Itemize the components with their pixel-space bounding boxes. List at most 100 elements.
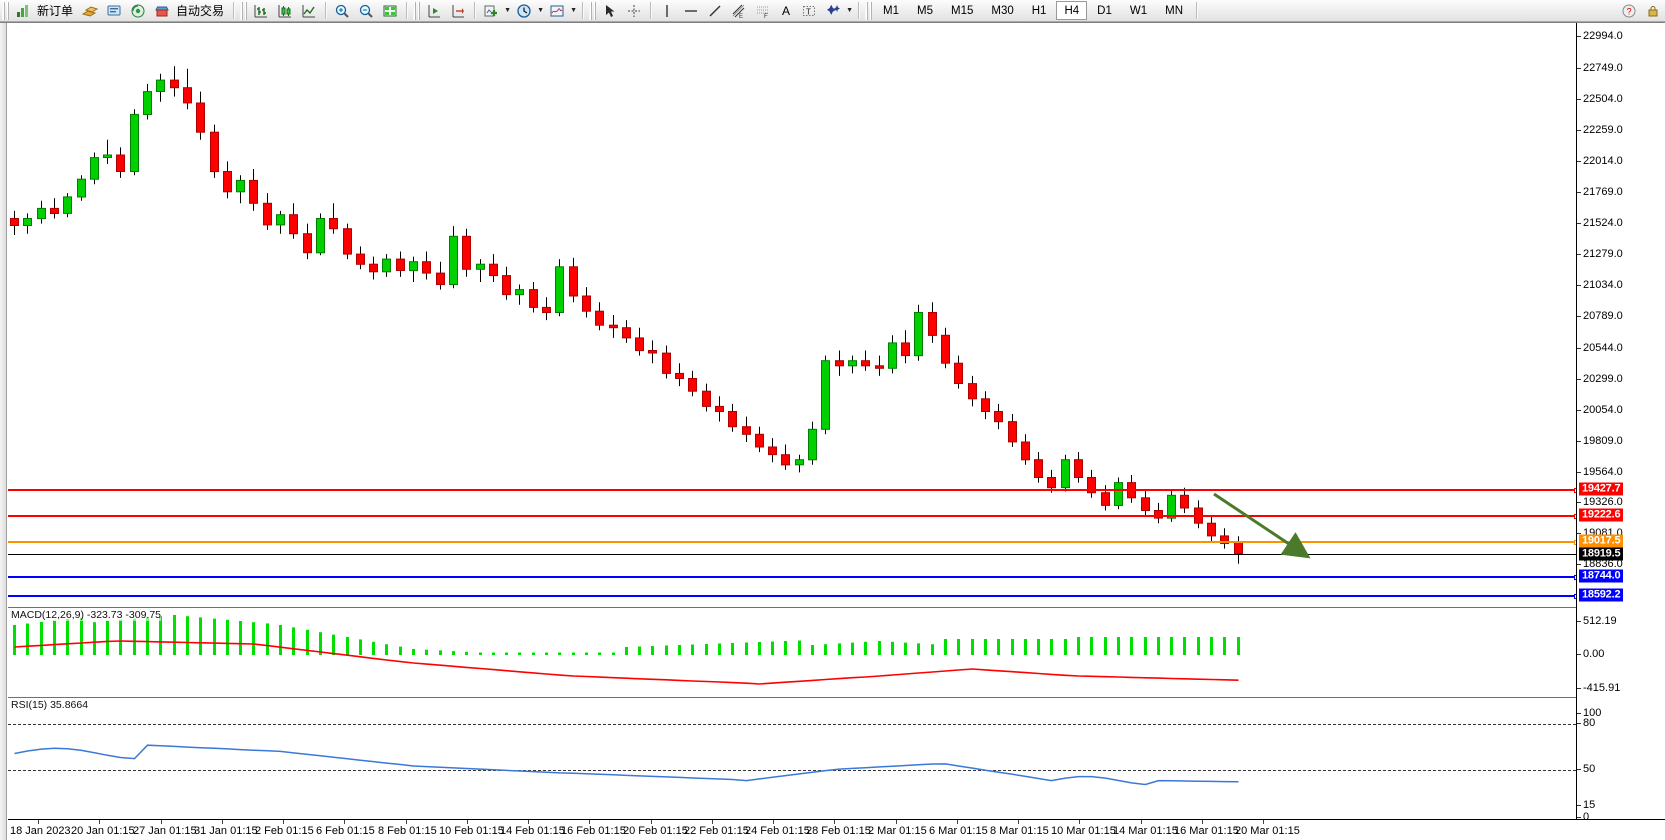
new-order-icon[interactable] — [12, 1, 34, 20]
candle-bearish — [116, 154, 125, 172]
candle-bullish — [515, 289, 524, 296]
candle-bearish — [356, 253, 365, 265]
market-icon[interactable] — [151, 1, 173, 20]
current-price-label[interactable] — [8, 553, 1576, 555]
terminal-icon[interactable] — [103, 1, 125, 20]
price-tick-label: 22749.0 — [1583, 61, 1623, 74]
help-icon[interactable]: ? — [1618, 1, 1640, 20]
toolbar-grip-2[interactable] — [240, 1, 248, 20]
timeframe-m5[interactable]: M5 — [917, 5, 933, 17]
line-chart-icon[interactable] — [298, 1, 320, 20]
toolbar-grip-3[interactable] — [413, 1, 421, 20]
time-tick-label: 10 Feb 01:15 — [439, 825, 504, 837]
macd-histogram-bar — [66, 619, 69, 655]
timeframe-m15[interactable]: M15 — [951, 5, 974, 17]
timeframe-m30[interactable]: M30 — [991, 5, 1014, 17]
macd-histogram-bar — [1223, 637, 1226, 655]
text-icon[interactable]: A — [782, 3, 791, 18]
macd-histogram-bar — [1050, 639, 1053, 655]
lock-icon[interactable] — [1642, 1, 1664, 20]
candle-bearish — [609, 324, 618, 329]
rsi-tick — [1577, 723, 1581, 724]
price-tick-label: 21769.0 — [1583, 185, 1623, 198]
timeframe-m1[interactable]: M1 — [883, 5, 900, 17]
support-level-1-tag: 18744.0 — [1579, 569, 1624, 583]
horizontal-line-icon[interactable] — [680, 1, 702, 20]
candle-bearish — [1234, 541, 1243, 555]
templates-icon[interactable] — [546, 1, 568, 20]
candle-bullish — [914, 312, 923, 357]
gold-bars-icon[interactable] — [79, 1, 101, 20]
macd-histogram-bar — [851, 642, 854, 655]
resistance-level-1[interactable] — [8, 488, 1579, 494]
macd-histogram-bar — [173, 615, 176, 655]
add-indicator-dropdown-arrow[interactable]: ▼ — [504, 7, 511, 14]
macd-histogram-bar — [119, 619, 122, 655]
timeframe-w1[interactable]: W1 — [1129, 5, 1148, 17]
vertical-line-icon[interactable] — [656, 1, 678, 20]
auto-trading-label[interactable]: 自动交易 — [176, 4, 225, 18]
macd-histogram-bar — [492, 652, 495, 655]
macd-pane[interactable]: MACD(12,26,9) -323.73 -309.75 — [8, 607, 1576, 697]
candle-bearish — [688, 378, 697, 392]
support-level-1[interactable] — [8, 575, 1579, 581]
candle-bearish — [462, 235, 471, 270]
svg-text:T: T — [806, 7, 811, 16]
macd-histogram-bar — [1011, 639, 1014, 655]
entry-level[interactable] — [8, 540, 1579, 546]
bar-chart-icon[interactable] — [250, 1, 272, 20]
new-order-label[interactable]: 新订单 — [37, 4, 74, 18]
shapes-dropdown-arrow[interactable]: ▼ — [846, 7, 853, 14]
cursor-icon[interactable] — [599, 1, 621, 20]
time-scale[interactable]: 18 Jan 2023 20 Jan 01:15 27 Jan 01:15 31 Ja… — [8, 819, 1665, 840]
shapes-icon[interactable] — [822, 1, 844, 20]
trendline-icon[interactable] — [704, 1, 726, 20]
rsi-tick-label: 50 — [1583, 763, 1596, 775]
candlestick-chart-icon[interactable] — [274, 1, 296, 20]
rsi-indicator-label: RSI(15) 35.8664 — [11, 699, 89, 711]
zoom-in-icon[interactable] — [331, 1, 353, 20]
chart-canvas-area[interactable]: ▼ ▼ HK50-,H4 19012.5 19058.5 18841.5 189… — [0, 22, 1665, 840]
macd-histogram-bar — [944, 639, 947, 655]
support-level-2[interactable] — [8, 594, 1579, 600]
period-dropdown-arrow[interactable]: ▼ — [537, 7, 544, 14]
price-scale[interactable]: 22994.0 22749.0 22504.0 22259.0 22014.0 21769… — [1576, 23, 1665, 823]
macd-histogram-bar — [80, 617, 83, 655]
time-tick — [712, 820, 713, 824]
price-tick — [1577, 36, 1581, 38]
text-label-icon[interactable]: T — [798, 1, 820, 20]
fibonacci-retracement-icon[interactable]: F — [752, 1, 774, 20]
add-indicator-icon[interactable] — [480, 1, 502, 20]
macd-histogram-bar — [585, 652, 588, 655]
chart-shift-icon[interactable] — [447, 1, 469, 20]
macd-histogram-bar — [425, 649, 428, 655]
equidistant-channel-icon[interactable]: E — [728, 1, 750, 20]
toolbar-grip-4[interactable] — [589, 1, 597, 20]
time-tick — [651, 820, 652, 824]
data-window-icon[interactable] — [379, 1, 401, 20]
rsi-tick — [1577, 805, 1581, 806]
macd-histogram-bar — [1237, 637, 1240, 655]
period-icon[interactable] — [513, 1, 535, 20]
crosshair-icon[interactable] — [623, 1, 645, 20]
templates-dropdown-arrow[interactable]: ▼ — [570, 7, 577, 14]
resistance-level-2[interactable] — [8, 514, 1579, 520]
signals-icon[interactable] — [127, 1, 149, 20]
zoom-out-icon[interactable] — [355, 1, 377, 20]
price-pane[interactable] — [8, 23, 1579, 607]
auto-scroll-icon[interactable] — [423, 1, 445, 20]
timeframe-mn[interactable]: MN — [1165, 5, 1183, 17]
timeframe-h1[interactable]: H1 — [1031, 5, 1047, 17]
candle-bullish — [476, 263, 485, 270]
macd-histogram-bar — [1064, 639, 1067, 655]
candle-bearish — [502, 275, 511, 296]
candle-bearish — [196, 102, 205, 133]
candle-bearish — [928, 312, 937, 336]
toolbar-grip[interactable] — [2, 1, 9, 20]
macd-histogram-bar — [319, 632, 322, 655]
timeframe-h4[interactable]: H4 — [1056, 1, 1088, 20]
toolbar-grip-5[interactable] — [865, 1, 873, 20]
rsi-pane[interactable]: RSI(15) 35.8664 — [8, 697, 1576, 819]
timeframe-d1[interactable]: D1 — [1097, 5, 1112, 17]
price-tick-label: 22504.0 — [1583, 92, 1623, 105]
